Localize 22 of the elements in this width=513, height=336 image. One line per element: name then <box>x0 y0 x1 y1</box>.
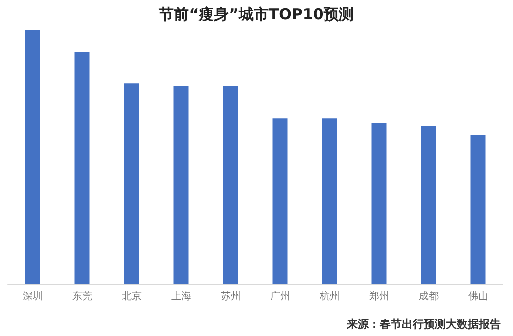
bar <box>25 30 40 284</box>
x-tick-label: 佛山 <box>468 290 488 302</box>
x-tick-label: 东莞 <box>72 290 92 302</box>
x-tick-label: 上海 <box>171 290 192 302</box>
x-tick-label: 广州 <box>270 290 290 302</box>
bar <box>272 118 288 284</box>
bar <box>372 123 387 284</box>
bar <box>421 126 436 284</box>
x-tick-label: 苏州 <box>220 290 241 302</box>
x-tick-label: 深圳 <box>22 290 43 302</box>
x-tick-label: 杭州 <box>318 290 340 302</box>
chart-title: 节前“瘦身”城市TOP10预测 <box>158 6 354 24</box>
x-tick-label: 成都 <box>418 290 439 302</box>
bar <box>124 84 140 284</box>
bar <box>174 86 189 284</box>
bar <box>74 52 90 284</box>
source-note: 来源：春节出行预测大数据报告 <box>346 318 501 331</box>
x-tick-label: 北京 <box>122 290 142 302</box>
bar <box>223 86 238 284</box>
bar <box>470 135 486 284</box>
x-tick-label: 郑州 <box>369 290 390 302</box>
bar <box>322 118 338 284</box>
